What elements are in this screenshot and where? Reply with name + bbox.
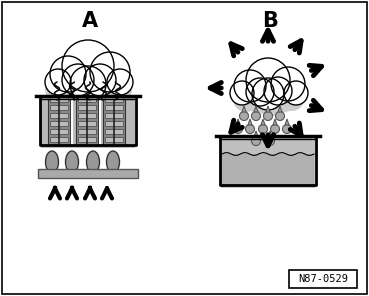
Bar [38, 169, 138, 178]
Circle shape [240, 80, 272, 112]
Polygon shape [266, 106, 270, 112]
Text: B: B [262, 11, 278, 31]
Polygon shape [278, 106, 282, 112]
Circle shape [45, 69, 71, 95]
Circle shape [62, 64, 94, 96]
Circle shape [45, 74, 75, 104]
Circle shape [107, 69, 133, 95]
Ellipse shape [66, 151, 79, 173]
Circle shape [230, 81, 254, 105]
Circle shape [268, 80, 300, 112]
Circle shape [62, 40, 114, 92]
Circle shape [246, 78, 274, 106]
Polygon shape [285, 119, 289, 125]
Bar [289, 270, 357, 288]
Circle shape [90, 52, 130, 92]
Circle shape [264, 77, 292, 105]
Bar [78, 105, 96, 110]
Polygon shape [261, 119, 265, 125]
Polygon shape [254, 131, 258, 137]
Bar [50, 121, 68, 126]
Bar [48, 99, 70, 145]
Text: N87-0529: N87-0529 [298, 274, 348, 284]
Circle shape [70, 66, 106, 102]
Circle shape [266, 136, 275, 146]
Bar [78, 129, 96, 134]
Bar [76, 99, 98, 145]
Circle shape [84, 64, 116, 96]
Circle shape [283, 125, 292, 133]
Circle shape [234, 125, 242, 133]
Bar [78, 121, 96, 126]
Bar [105, 97, 123, 102]
Text: A: A [82, 11, 98, 31]
Polygon shape [248, 119, 252, 125]
Bar [41, 96, 135, 148]
Circle shape [245, 125, 255, 133]
Bar [50, 97, 68, 102]
Bar [105, 121, 123, 126]
Bar [222, 154, 314, 186]
Ellipse shape [107, 151, 120, 173]
Ellipse shape [86, 151, 100, 173]
Circle shape [252, 78, 284, 110]
Bar [50, 113, 68, 118]
Polygon shape [236, 119, 240, 125]
Circle shape [250, 72, 294, 116]
Bar [105, 137, 123, 142]
Bar [50, 129, 68, 134]
Polygon shape [273, 119, 277, 125]
Bar [78, 113, 96, 118]
Circle shape [252, 136, 261, 146]
Bar [105, 113, 123, 118]
Circle shape [233, 86, 259, 112]
Circle shape [55, 68, 91, 104]
Polygon shape [268, 131, 272, 137]
Circle shape [239, 112, 248, 120]
Circle shape [50, 56, 86, 92]
Circle shape [104, 75, 132, 103]
Circle shape [259, 125, 268, 133]
Bar [50, 137, 68, 142]
Circle shape [234, 70, 266, 102]
Bar [105, 129, 123, 134]
Circle shape [65, 54, 121, 110]
Bar [103, 99, 125, 145]
Bar [78, 97, 96, 102]
Bar [78, 137, 96, 142]
Circle shape [270, 125, 279, 133]
Polygon shape [254, 106, 258, 112]
Polygon shape [242, 106, 246, 112]
Bar [105, 105, 123, 110]
Circle shape [280, 87, 304, 111]
Circle shape [271, 67, 305, 101]
Ellipse shape [45, 151, 59, 173]
Circle shape [263, 112, 272, 120]
Bar [50, 105, 68, 110]
Circle shape [252, 112, 261, 120]
Circle shape [276, 112, 284, 120]
Circle shape [246, 58, 290, 102]
Circle shape [284, 81, 308, 105]
Bar [221, 136, 315, 188]
Circle shape [88, 66, 128, 106]
